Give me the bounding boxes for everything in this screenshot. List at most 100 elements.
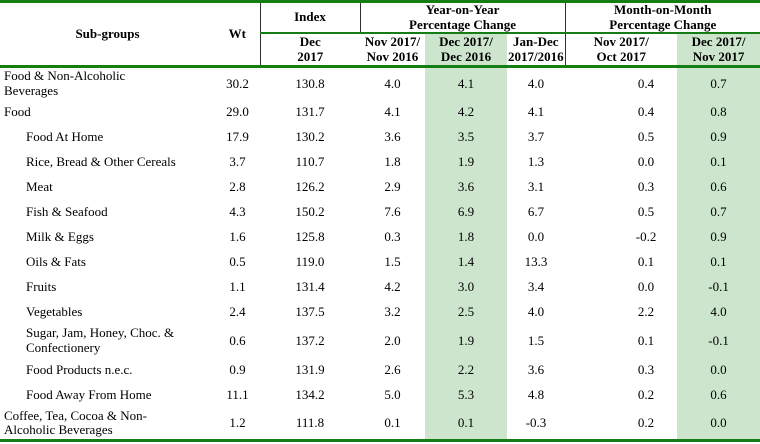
- yoy-nov2017-nov2016-cell: 0.3: [384, 228, 401, 244]
- table-row: Food 29.0 131.7 4.1 4.2 4.1 0.4 0.8: [0, 99, 760, 125]
- wt-cell: 1.2: [229, 415, 246, 430]
- mom-nov2017-oct2017-cell: 0.0: [637, 153, 655, 169]
- yoy-jandec-cell: 1.3: [527, 153, 545, 169]
- mom-dec2017-nov2017-cell: 0.7: [677, 66, 760, 100]
- subgroup-cell: Meat: [26, 178, 53, 194]
- yoy-nov2017-nov2016-cell: 3.6: [384, 128, 401, 144]
- mom-nov2017-oct2017-cell: 0.1: [637, 332, 655, 348]
- mom-nov2017-oct2017-cell: 0.2: [637, 386, 655, 402]
- subgroup-cell: Food: [4, 103, 31, 119]
- yoy-nov2017-nov2016-cell: 7.6: [384, 203, 401, 219]
- yoy-jandec-cell: 4.0: [527, 75, 545, 91]
- mom-dec2017-nov2017-cell: 0.7: [677, 199, 760, 225]
- mom-dec2017-nov2017-cell: 0.9: [677, 124, 760, 150]
- yoy-dec2017-dec2016-cell: 5.3: [425, 382, 507, 408]
- mom-dec2017-nov2017-cell: 0.0: [677, 407, 760, 441]
- yoy-jandec-cell: 4.8: [527, 386, 545, 402]
- wt-cell: 1.1: [229, 278, 246, 294]
- yoy-nov2017-nov2016-cell: 1.5: [384, 253, 401, 269]
- mom-dec2017-nov2017-cell: 0.8: [677, 99, 760, 125]
- table-row: Food Away From Home 11.1 134.2 5.0 5.3 4.8 0.2…: [0, 382, 760, 408]
- col-header-subgroups: Sub-groups: [0, 1, 215, 68]
- index-cell: 131.7: [295, 103, 325, 119]
- subgroup-cell: Food At Home: [26, 128, 104, 144]
- mom-nov2017-oct2017-cell: 0.5: [637, 128, 655, 144]
- col-group-mom-percentage-change: Month-on-Month Percentage Change: [564, 1, 760, 35]
- yoy-dec2017-dec2016-cell: 1.4: [425, 249, 507, 275]
- index-cell: 126.2: [295, 178, 325, 194]
- mom-dec2017-nov2017-cell: 0.1: [677, 249, 760, 275]
- wt-cell: 17.9: [226, 128, 249, 144]
- yoy-dec2017-dec2016-cell: 3.5: [425, 124, 507, 150]
- table-row: Food & Non-Alcoholic Beverages 30.2 130.8 4…: [0, 66, 760, 100]
- index-cell: 110.7: [295, 153, 325, 169]
- yoy-dec2017-dec2016-cell: 4.2: [425, 99, 507, 125]
- table-body: Food & Non-Alcoholic Beverages 30.2 130.8 4…: [0, 66, 760, 441]
- yoy-nov2017-nov2016-cell: 0.1: [384, 415, 401, 430]
- yoy-dec2017-dec2016-cell: 2.5: [425, 299, 507, 325]
- yoy-jandec-cell: 4.1: [527, 103, 545, 119]
- subgroup-cell: Rice, Bread & Other Cereals: [26, 153, 176, 169]
- col-header-index-dec2017: Dec 2017: [259, 33, 360, 68]
- subgroup-cell: Sugar, Jam, Honey, Choc. & Confectionery: [26, 325, 175, 355]
- yoy-dec2017-dec2016-cell: 3.0: [425, 274, 507, 300]
- yoy-jandec-cell: -0.3: [525, 415, 547, 430]
- yoy-dec2017-dec2016-cell: 1.9: [425, 149, 507, 175]
- subgroup-cell: Food & Non-Alcoholic Beverages: [4, 68, 126, 98]
- yoy-jandec-cell: 0.0: [527, 228, 545, 244]
- yoy-dec2017-dec2016-cell: 1.9: [425, 324, 507, 358]
- col-group-yoy-percentage-change: Year-on-Year Percentage Change: [359, 1, 566, 35]
- yoy-nov2017-nov2016-cell: 2.6: [384, 361, 401, 377]
- mom-dec2017-nov2017-cell: 0.1: [677, 149, 760, 175]
- index-cell: 137.5: [295, 303, 325, 319]
- subgroup-cell: Coffee, Tea, Cocoa & Non- Alcoholic Beve…: [4, 407, 148, 437]
- wt-cell: 1.6: [229, 228, 246, 244]
- index-cell: 150.2: [295, 203, 325, 219]
- mom-nov2017-oct2017-cell: -0.2: [635, 228, 657, 244]
- table-row: Milk & Eggs 1.6 125.8 0.3 1.8 0.0 -0.2 0.9: [0, 224, 760, 250]
- yoy-jandec-cell: 3.4: [527, 278, 545, 294]
- yoy-dec2017-dec2016-cell: 0.1: [425, 407, 507, 441]
- subgroup-cell: Fish & Seafood: [26, 203, 108, 219]
- yoy-jandec-cell: 3.6: [527, 361, 545, 377]
- yoy-dec2017-dec2016-cell: 1.8: [425, 224, 507, 250]
- table-row: Rice, Bread & Other Cereals 3.7 110.7 1.8 1.…: [0, 149, 760, 175]
- wt-cell: 29.0: [226, 103, 249, 119]
- yoy-jandec-cell: 1.5: [527, 332, 545, 348]
- mom-dec2017-nov2017-cell: 0.6: [677, 174, 760, 200]
- mom-dec2017-nov2017-cell: 0.9: [677, 224, 760, 250]
- index-cell: 130.8: [295, 75, 325, 91]
- yoy-nov2017-nov2016-cell: 5.0: [384, 386, 401, 402]
- yoy-nov2017-nov2016-cell: 1.8: [384, 153, 401, 169]
- wt-cell: 30.2: [226, 75, 249, 91]
- mom-nov2017-oct2017-cell: 0.5: [637, 203, 655, 219]
- header-sub-row: Dec 2017 Nov 2017/ Nov 2016 Dec 2017/ De…: [0, 33, 760, 68]
- table-row: Meat 2.8 126.2 2.9 3.6 3.1 0.3 0.6: [0, 174, 760, 200]
- mom-nov2017-oct2017-cell: 0.4: [637, 103, 655, 119]
- table-row: Fruits 1.1 131.4 4.2 3.0 3.4 0.0 -0.1: [0, 274, 760, 300]
- col-header-yoy-jandec-2017-2016: Jan-Dec 2017/2016: [507, 33, 566, 68]
- index-cell: 119.0: [295, 253, 325, 269]
- subgroup-cell: Oils & Fats: [26, 253, 86, 269]
- yoy-nov2017-nov2016-cell: 3.2: [384, 303, 401, 319]
- yoy-jandec-cell: 4.0: [527, 303, 545, 319]
- yoy-nov2017-nov2016-cell: 2.0: [384, 332, 401, 348]
- table-row: Sugar, Jam, Honey, Choc. & Confectionery…: [0, 324, 760, 358]
- subgroup-cell: Vegetables: [26, 303, 83, 319]
- index-cell: 131.4: [295, 278, 325, 294]
- mom-dec2017-nov2017-cell: 0.0: [677, 357, 760, 383]
- table-row: Fish & Seafood 4.3 150.2 7.6 6.9 6.7 0.5 0.7: [0, 199, 760, 225]
- subgroup-cell: Food Away From Home: [26, 386, 152, 402]
- yoy-dec2017-dec2016-cell: 3.6: [425, 174, 507, 200]
- yoy-dec2017-dec2016-cell: 4.1: [425, 66, 507, 100]
- yoy-jandec-cell: 13.3: [524, 253, 548, 269]
- mom-nov2017-oct2017-cell: 0.0: [637, 278, 655, 294]
- mom-nov2017-oct2017-cell: 0.3: [637, 361, 655, 377]
- mom-nov2017-oct2017-cell: 0.1: [637, 253, 655, 269]
- index-cell: 111.8: [295, 415, 325, 430]
- wt-cell: 11.1: [226, 386, 249, 402]
- mom-dec2017-nov2017-cell: -0.1: [677, 274, 760, 300]
- wt-cell: 3.7: [229, 153, 246, 169]
- subgroup-cell: Milk & Eggs: [26, 228, 94, 244]
